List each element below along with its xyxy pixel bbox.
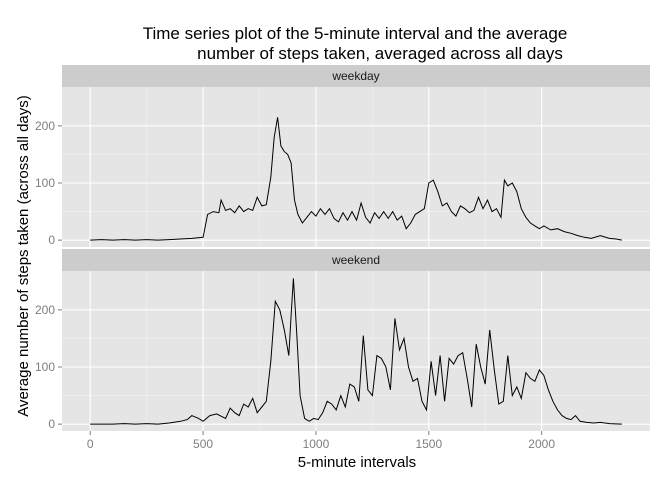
x-axis: 0 500 1000 1500 2000 <box>87 431 555 451</box>
strip-background <box>62 65 650 87</box>
chart-title-line-2: number of steps taken, averaged across a… <box>197 44 563 63</box>
x-tick-label: 0 <box>87 437 94 451</box>
series-line-weekday <box>90 117 622 241</box>
facet-panel-weekend: weekend 0 100 200 <box>35 249 650 431</box>
facet-panels: weekday 0 100 200 weekend 0 100 200 <box>35 65 650 431</box>
y-tick-label: 0 <box>48 233 55 247</box>
strip-background <box>62 249 650 271</box>
y-tick-label: 0 <box>48 417 55 431</box>
x-tick-label: 2000 <box>528 437 555 451</box>
strip-label: weekend <box>331 253 380 267</box>
x-tick-label: 500 <box>193 437 213 451</box>
y-tick-label: 100 <box>35 176 55 190</box>
y-tick-label: 200 <box>35 303 55 317</box>
y-tick-label: 200 <box>35 119 55 133</box>
x-tick-label: 1500 <box>415 437 442 451</box>
x-axis-title: 5-minute intervals <box>298 454 416 471</box>
chart-title-line-1: Time series plot of the 5-minute interva… <box>143 24 568 43</box>
y-axis-title: Average number of steps taken (across al… <box>15 95 32 417</box>
series-line-weekend <box>90 278 622 425</box>
chart-title: Time series plot of the 5-minute interva… <box>143 24 568 63</box>
y-tick-label: 100 <box>35 360 55 374</box>
panel-background <box>62 271 650 431</box>
x-tick-label: 1000 <box>303 437 330 451</box>
strip-label: weekday <box>331 69 379 83</box>
facet-panel-weekday: weekday 0 100 200 <box>35 65 650 247</box>
panel-background <box>62 87 650 247</box>
